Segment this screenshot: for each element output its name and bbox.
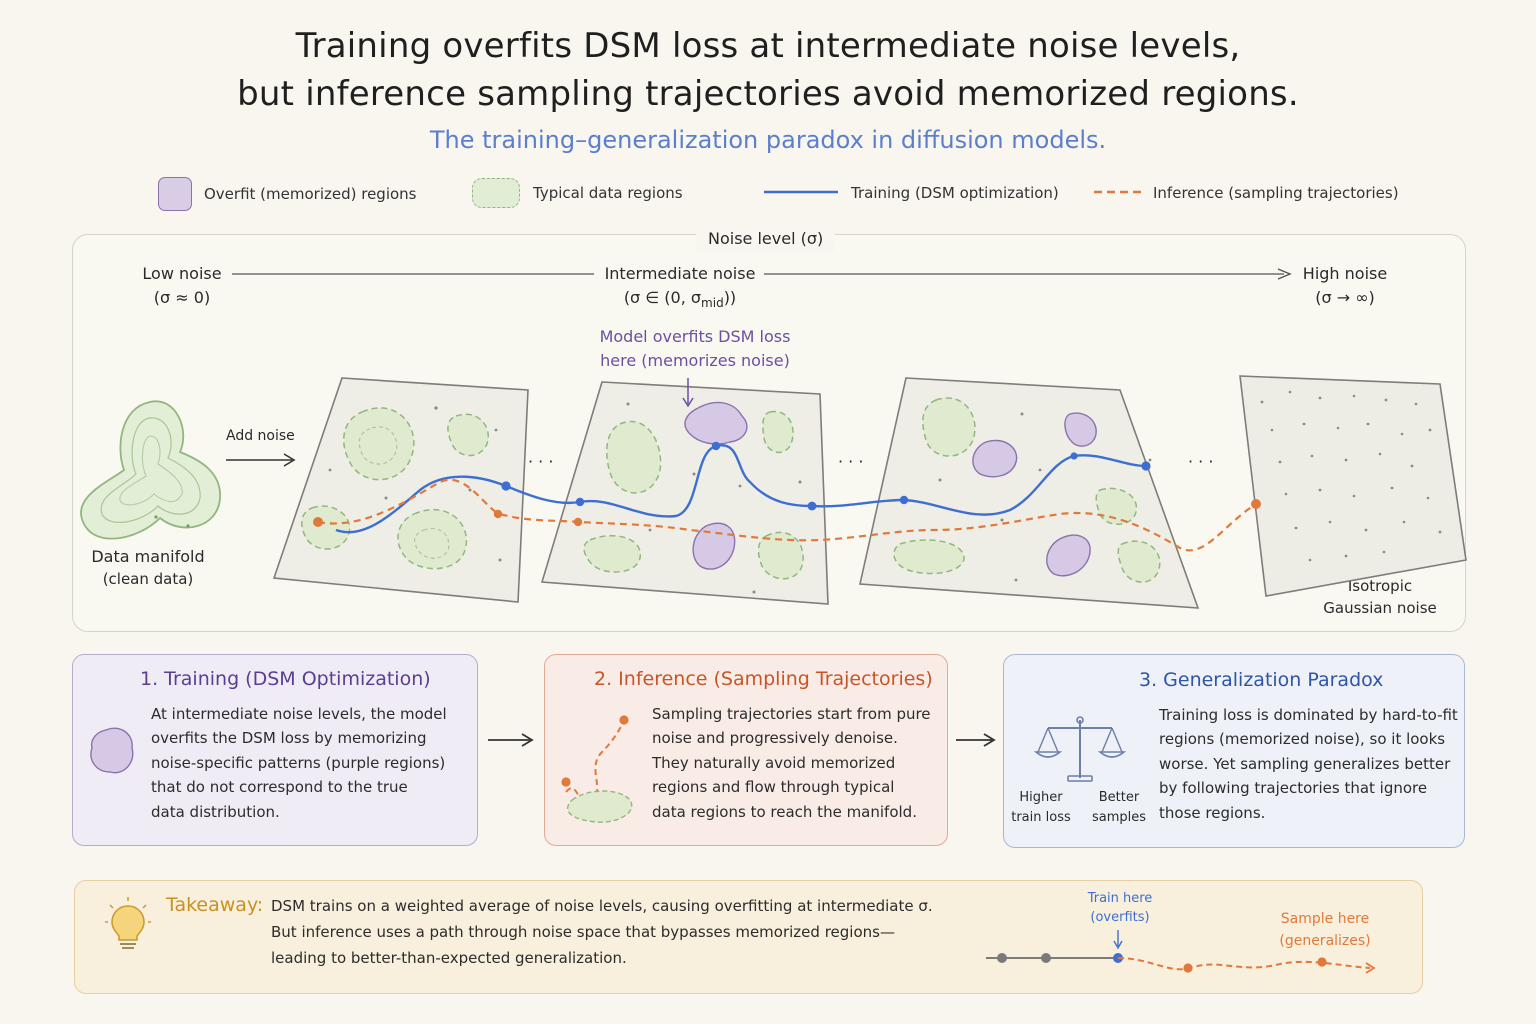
high-noise-label: High noise bbox=[1302, 264, 1388, 283]
training-trajectory bbox=[335, 444, 1147, 534]
paradox-card-title: 3. Generalization Paradox bbox=[1139, 669, 1384, 691]
overfit-callout-2: here (memorizes noise) bbox=[600, 351, 790, 370]
inference-card-body: Sampling trajectories start from pure no… bbox=[652, 705, 931, 821]
higher-train-loss-label: Higher train loss bbox=[1011, 790, 1071, 825]
title-line-2: but inference sampling trajectories avoi… bbox=[237, 74, 1299, 114]
inference-points bbox=[313, 499, 1261, 527]
data-manifold-label: Data manifold bbox=[91, 547, 205, 566]
takeaway-label: Takeaway: bbox=[166, 894, 264, 916]
sample-here-label: Sample here (generalizes) bbox=[1279, 911, 1371, 949]
ellipsis-3: · · · bbox=[1188, 452, 1214, 471]
paradox-card-body: Training loss is dominated by hard-to-fi… bbox=[1159, 706, 1458, 822]
low-noise-sigma: (σ ≈ 0) bbox=[153, 288, 211, 307]
subtitle: The training–generalization paradox in d… bbox=[429, 126, 1107, 154]
data-manifold-sub: (clean data) bbox=[102, 570, 194, 588]
plane-1-typical-regions bbox=[300, 407, 489, 570]
high-noise-sigma: (σ → ∞) bbox=[1315, 288, 1375, 307]
legend-typical-label: Typical data regions bbox=[533, 184, 683, 202]
plane-2-typical-regions bbox=[583, 410, 804, 580]
legend-inference-line bbox=[1094, 190, 1144, 194]
takeaway-body: DSM trains on a weighted average of nois… bbox=[271, 897, 933, 967]
plane-3-typical-regions bbox=[893, 397, 1161, 583]
noise-level-title: Noise level (σ) bbox=[696, 226, 836, 252]
inference-trajectory bbox=[317, 478, 1257, 552]
noise-plane-4 bbox=[1239, 375, 1467, 597]
legend-training-line bbox=[764, 190, 838, 194]
arrow-right-icon bbox=[488, 733, 534, 747]
legend-inference-label: Inference (sampling trajectories) bbox=[1153, 184, 1399, 202]
overfit-callout-1: Model overfits DSM loss bbox=[599, 327, 791, 346]
data-manifold-blob bbox=[80, 400, 221, 540]
lightbulb-icon bbox=[105, 897, 151, 949]
noise-axis-arrowhead bbox=[1277, 268, 1292, 280]
ellipsis-2: · · · bbox=[838, 452, 864, 471]
ellipsis-1: · · · bbox=[528, 452, 554, 471]
isotropic-label-1: Isotropic bbox=[1347, 577, 1413, 595]
legend-training-label: Training (DSM optimization) bbox=[851, 184, 1059, 202]
inference-card-title: 2. Inference (Sampling Trajectories) bbox=[594, 668, 933, 690]
mid-noise-sigma: (σ ∈ (0, σmid)) bbox=[623, 288, 737, 311]
takeaway-panel bbox=[74, 880, 1423, 994]
training-card-title: 1. Training (DSM Optimization) bbox=[140, 668, 431, 690]
inference-path-icon bbox=[561, 715, 633, 823]
low-noise-label: Low noise bbox=[142, 264, 222, 283]
add-noise-label: Add noise bbox=[226, 428, 295, 444]
isotropic-label-2: Gaussian noise bbox=[1323, 599, 1437, 617]
training-points bbox=[501, 441, 1151, 511]
balance-scale-icon bbox=[1033, 716, 1127, 782]
title-line-1: Training overfits DSM loss at intermedia… bbox=[295, 26, 1241, 66]
legend-overfit-label: Overfit (memorized) regions bbox=[204, 185, 417, 203]
train-here-label: Train here (overfits) bbox=[1087, 891, 1153, 925]
plane-3-overfit-regions bbox=[972, 412, 1097, 577]
training-card-body: At intermediate noise levels, the model … bbox=[151, 705, 447, 821]
better-samples-label: Better samples bbox=[1091, 790, 1147, 825]
arrow-right-icon bbox=[956, 733, 996, 747]
takeaway-mini-timeline bbox=[986, 930, 1376, 974]
overfit-blob-icon bbox=[90, 727, 134, 774]
plane-2-overfit-regions bbox=[684, 401, 748, 570]
mid-noise-label: Intermediate noise bbox=[604, 264, 756, 283]
noise-plane-1 bbox=[272, 377, 529, 603]
legend-overfit-swatch bbox=[158, 177, 192, 211]
training-card bbox=[72, 654, 478, 846]
noise-dots bbox=[328, 390, 1442, 594]
legend-typical-swatch bbox=[472, 178, 520, 208]
